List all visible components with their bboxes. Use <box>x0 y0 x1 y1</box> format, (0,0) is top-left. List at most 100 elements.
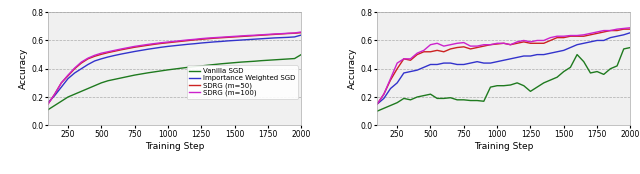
SDRG (m=100) <box>104 51 112 53</box>
Vanilla SGD <box>271 59 278 61</box>
Vanilla SGD <box>513 82 521 84</box>
SDRG (m=50) <box>560 37 568 39</box>
SDRG (m=50) <box>271 33 278 35</box>
Vanilla SGD <box>627 46 634 49</box>
SDRG (m=50) <box>580 35 588 37</box>
Importance Weighted SGD <box>58 86 65 88</box>
SDRG (m=50) <box>440 51 447 53</box>
Vanilla SGD <box>251 60 259 62</box>
SDRG (m=100) <box>257 34 265 36</box>
Importance Weighted SGD <box>144 48 152 50</box>
Vanilla SGD <box>144 72 152 74</box>
SDRG (m=100) <box>527 41 534 43</box>
SDRG (m=50) <box>64 75 72 77</box>
SDRG (m=100) <box>380 93 388 95</box>
Importance Weighted SGD <box>71 72 79 74</box>
Line: Importance Weighted SGD: Importance Weighted SGD <box>48 35 301 103</box>
Vanilla SGD <box>171 68 179 70</box>
Importance Weighted SGD <box>271 37 278 39</box>
Importance Weighted SGD <box>171 45 179 47</box>
Importance Weighted SGD <box>507 58 515 60</box>
Importance Weighted SGD <box>620 34 628 36</box>
SDRG (m=50) <box>171 41 179 43</box>
Importance Weighted SGD <box>493 61 501 63</box>
Vanilla SGD <box>244 61 252 63</box>
Importance Weighted SGD <box>400 72 408 74</box>
SDRG (m=50) <box>380 93 388 95</box>
Importance Weighted SGD <box>284 36 292 38</box>
Importance Weighted SGD <box>84 64 92 66</box>
SDRG (m=50) <box>406 59 414 61</box>
SDRG (m=100) <box>373 103 381 105</box>
Vanilla SGD <box>607 68 614 70</box>
SDRG (m=100) <box>566 34 574 37</box>
SDRG (m=100) <box>413 52 421 54</box>
Importance Weighted SGD <box>480 62 488 64</box>
SDRG (m=100) <box>204 37 212 39</box>
Importance Weighted SGD <box>560 49 568 51</box>
Vanilla SGD <box>547 79 554 81</box>
SDRG (m=50) <box>460 46 468 48</box>
SDRG (m=100) <box>144 43 152 45</box>
SDRG (m=50) <box>231 36 239 38</box>
SDRG (m=50) <box>607 30 614 32</box>
SDRG (m=100) <box>507 44 515 46</box>
SDRG (m=100) <box>91 54 99 56</box>
Vanilla SGD <box>104 80 112 82</box>
SDRG (m=50) <box>97 53 105 55</box>
SDRG (m=50) <box>131 46 138 48</box>
Importance Weighted SGD <box>264 37 272 39</box>
Vanilla SGD <box>387 104 394 106</box>
SDRG (m=100) <box>218 36 225 38</box>
Vanilla SGD <box>231 62 239 64</box>
Vanilla SGD <box>111 78 118 80</box>
SDRG (m=50) <box>486 44 494 46</box>
Vanilla SGD <box>400 97 408 100</box>
Importance Weighted SGD <box>51 94 58 97</box>
Vanilla SGD <box>467 100 474 102</box>
SDRG (m=100) <box>547 37 554 39</box>
SDRG (m=100) <box>453 42 461 44</box>
SDRG (m=50) <box>164 42 172 44</box>
SDRG (m=100) <box>224 36 232 38</box>
Vanilla SGD <box>118 77 125 79</box>
Importance Weighted SGD <box>566 46 574 49</box>
SDRG (m=100) <box>474 45 481 47</box>
Importance Weighted SGD <box>231 39 239 41</box>
Vanilla SGD <box>191 66 198 68</box>
Vanilla SGD <box>413 96 421 98</box>
SDRG (m=100) <box>157 42 165 44</box>
SDRG (m=100) <box>211 37 218 39</box>
SDRG (m=100) <box>58 82 65 84</box>
Vanilla SGD <box>177 67 185 69</box>
Importance Weighted SGD <box>197 42 205 44</box>
SDRG (m=100) <box>244 34 252 37</box>
SDRG (m=50) <box>264 34 272 36</box>
Importance Weighted SGD <box>553 51 561 53</box>
Vanilla SGD <box>500 85 508 87</box>
SDRG (m=50) <box>91 55 99 57</box>
SDRG (m=50) <box>540 42 548 44</box>
SDRG (m=50) <box>77 62 85 64</box>
SDRG (m=100) <box>580 34 588 36</box>
SDRG (m=50) <box>413 54 421 56</box>
SDRG (m=100) <box>251 34 259 36</box>
Importance Weighted SGD <box>164 45 172 48</box>
Y-axis label: Accuracy: Accuracy <box>19 48 28 89</box>
X-axis label: Training Step: Training Step <box>474 142 534 151</box>
Importance Weighted SGD <box>218 40 225 42</box>
SDRG (m=50) <box>453 46 461 49</box>
Importance Weighted SGD <box>131 50 138 53</box>
SDRG (m=100) <box>237 35 245 37</box>
Importance Weighted SGD <box>587 41 595 43</box>
SDRG (m=50) <box>251 35 259 37</box>
Vanilla SGD <box>373 110 381 112</box>
Vanilla SGD <box>460 99 468 101</box>
Vanilla SGD <box>420 94 428 97</box>
Importance Weighted SGD <box>540 54 548 56</box>
Importance Weighted SGD <box>433 64 441 66</box>
SDRG (m=100) <box>264 33 272 35</box>
Importance Weighted SGD <box>420 66 428 68</box>
SDRG (m=100) <box>184 39 192 41</box>
SDRG (m=50) <box>44 103 52 105</box>
